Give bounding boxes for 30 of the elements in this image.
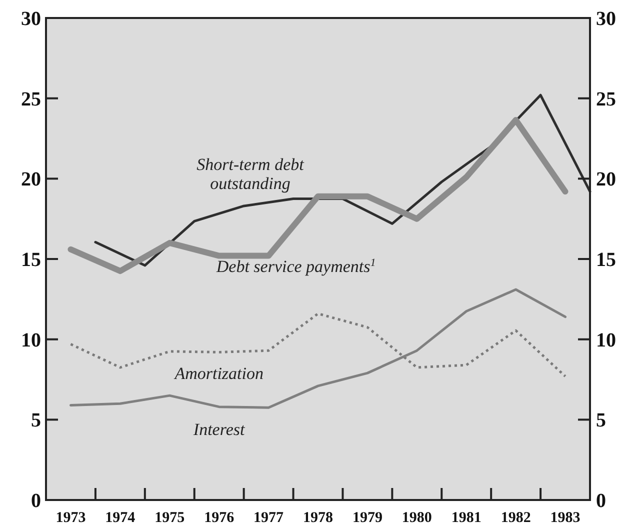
series-label: Interest bbox=[192, 420, 246, 439]
y-tick-label: 25 bbox=[21, 88, 41, 110]
x-tick-label: 1975 bbox=[154, 510, 185, 526]
y2-tick-label: 10 bbox=[596, 329, 616, 352]
y-tick-label: 20 bbox=[21, 168, 41, 191]
y-tick-label: 15 bbox=[21, 249, 41, 271]
y2-tick-label: 20 bbox=[596, 168, 616, 191]
y-tick-label: 5 bbox=[31, 410, 41, 432]
y2-tick-label: 5 bbox=[596, 410, 606, 432]
x-tick-label: 1983 bbox=[550, 510, 580, 526]
y2-tick-label: 30 bbox=[596, 8, 616, 30]
y2-tick-label: 25 bbox=[596, 88, 616, 110]
y2-tick-label: 15 bbox=[596, 249, 616, 271]
x-tick-label: 1981 bbox=[451, 510, 482, 526]
series-label: Short-term debt outstanding bbox=[196, 154, 306, 193]
x-tick-label: 1978 bbox=[303, 510, 333, 526]
line-series bbox=[69, 288, 567, 409]
series-label: Amortization bbox=[174, 364, 264, 384]
x-tick-label: 1973 bbox=[56, 510, 86, 526]
y-tick-label: 30 bbox=[21, 8, 41, 30]
x-tick-label: 1980 bbox=[402, 510, 432, 526]
x-tick-label: 1982 bbox=[500, 510, 531, 526]
x-tick-label: 1976 bbox=[204, 510, 235, 526]
x-tick-label: 1974 bbox=[105, 510, 136, 526]
y2-tick-label: 0 bbox=[596, 490, 606, 512]
y-tick-label: 0 bbox=[31, 490, 41, 512]
x-tick-label: 1977 bbox=[254, 510, 284, 526]
series-label: Debt service payments$^{1}$ bbox=[215, 256, 376, 276]
x-tick-label: 1979 bbox=[352, 510, 382, 526]
y-tick-label: 10 bbox=[21, 329, 41, 352]
